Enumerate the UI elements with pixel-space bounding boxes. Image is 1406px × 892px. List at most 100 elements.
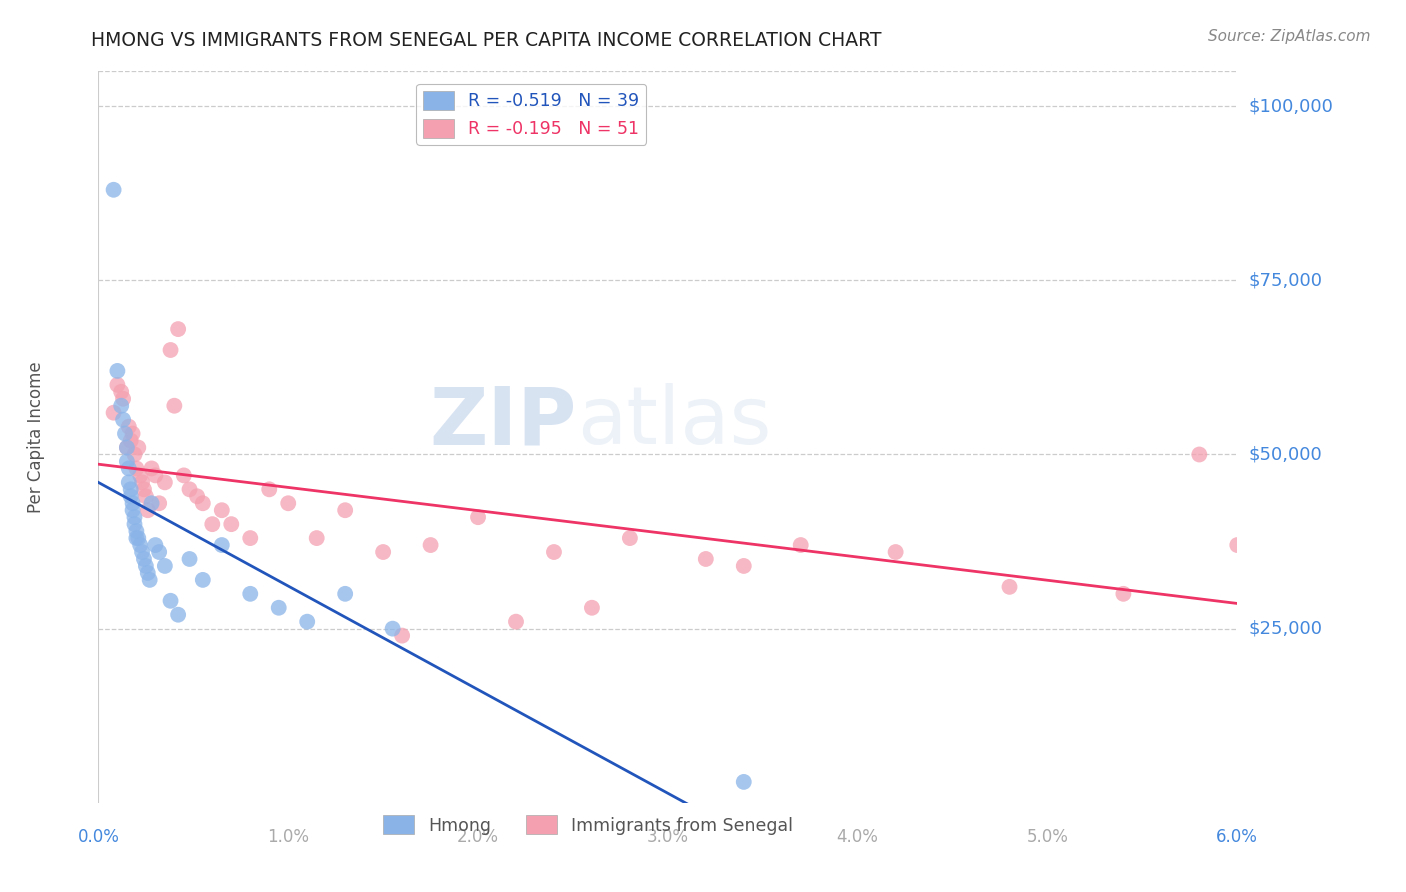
Point	[145, 538, 167, 552]
Point	[167, 607, 190, 622]
Point	[153, 475, 176, 490]
Point	[211, 503, 233, 517]
Point	[107, 364, 129, 378]
Point	[120, 434, 142, 448]
Point	[239, 531, 262, 545]
Point	[1112, 587, 1135, 601]
Point	[120, 489, 142, 503]
Point	[131, 545, 153, 559]
Point	[163, 399, 186, 413]
Text: Per Capita Income: Per Capita Income	[27, 361, 45, 513]
Point	[131, 475, 153, 490]
Text: $25,000: $25,000	[1249, 620, 1323, 638]
Point	[259, 483, 281, 497]
Point	[112, 392, 135, 406]
Point	[201, 517, 224, 532]
Point	[127, 531, 149, 545]
Point	[103, 406, 125, 420]
Text: $100,000: $100,000	[1249, 97, 1333, 115]
Point	[335, 503, 357, 517]
Point	[110, 384, 132, 399]
Point	[115, 441, 138, 455]
Text: 0.0%: 0.0%	[77, 828, 120, 846]
Point	[132, 552, 155, 566]
Point	[110, 399, 132, 413]
Text: HMONG VS IMMIGRANTS FROM SENEGAL PER CAPITA INCOME CORRELATION CHART: HMONG VS IMMIGRANTS FROM SENEGAL PER CAP…	[91, 31, 882, 50]
Point	[179, 552, 201, 566]
Point	[129, 538, 152, 552]
Point	[124, 517, 146, 532]
Point	[148, 545, 170, 559]
Point	[141, 461, 163, 475]
Point	[121, 496, 143, 510]
Point	[148, 496, 170, 510]
Point	[267, 600, 290, 615]
Point	[112, 412, 135, 426]
Point	[211, 538, 233, 552]
Point	[167, 322, 190, 336]
Point	[115, 441, 138, 455]
Point	[505, 615, 527, 629]
Point	[124, 510, 146, 524]
Point	[141, 496, 163, 510]
Point	[695, 552, 717, 566]
Point	[543, 545, 565, 559]
Point	[118, 419, 141, 434]
Point	[125, 524, 148, 538]
Point	[191, 573, 214, 587]
Point	[297, 615, 319, 629]
Point	[145, 468, 167, 483]
Point	[115, 454, 138, 468]
Point	[120, 483, 142, 497]
Point	[277, 496, 299, 510]
Point	[419, 538, 441, 552]
Point	[136, 566, 159, 580]
Text: 5.0%: 5.0%	[1026, 828, 1069, 846]
Legend: Hmong, Immigrants from Senegal: Hmong, Immigrants from Senegal	[377, 808, 800, 842]
Point	[136, 503, 159, 517]
Point	[305, 531, 328, 545]
Point	[107, 377, 129, 392]
Point	[467, 510, 489, 524]
Text: 2.0%: 2.0%	[457, 828, 499, 846]
Point	[121, 426, 143, 441]
Point	[733, 775, 755, 789]
Point	[103, 183, 125, 197]
Point	[221, 517, 243, 532]
Point	[135, 489, 157, 503]
Point	[239, 587, 262, 601]
Point	[884, 545, 907, 559]
Point	[125, 461, 148, 475]
Text: $75,000: $75,000	[1249, 271, 1323, 289]
Point	[125, 531, 148, 545]
Point	[619, 531, 641, 545]
Point	[118, 461, 141, 475]
Point	[1226, 538, 1249, 552]
Point	[127, 441, 149, 455]
Text: 1.0%: 1.0%	[267, 828, 309, 846]
Point	[581, 600, 603, 615]
Point	[129, 468, 152, 483]
Point	[381, 622, 404, 636]
Point	[118, 475, 141, 490]
Point	[124, 448, 146, 462]
Point	[371, 545, 394, 559]
Point	[159, 343, 181, 357]
Point	[114, 426, 136, 441]
Text: $50,000: $50,000	[1249, 445, 1322, 464]
Point	[1188, 448, 1211, 462]
Text: 3.0%: 3.0%	[647, 828, 689, 846]
Point	[173, 468, 195, 483]
Text: 6.0%: 6.0%	[1216, 828, 1258, 846]
Point	[733, 558, 755, 573]
Text: 4.0%: 4.0%	[837, 828, 879, 846]
Point	[135, 558, 157, 573]
Text: atlas: atlas	[576, 384, 770, 461]
Text: Source: ZipAtlas.com: Source: ZipAtlas.com	[1208, 29, 1371, 44]
Point	[121, 503, 143, 517]
Point	[790, 538, 813, 552]
Point	[179, 483, 201, 497]
Point	[153, 558, 176, 573]
Point	[335, 587, 357, 601]
Point	[998, 580, 1021, 594]
